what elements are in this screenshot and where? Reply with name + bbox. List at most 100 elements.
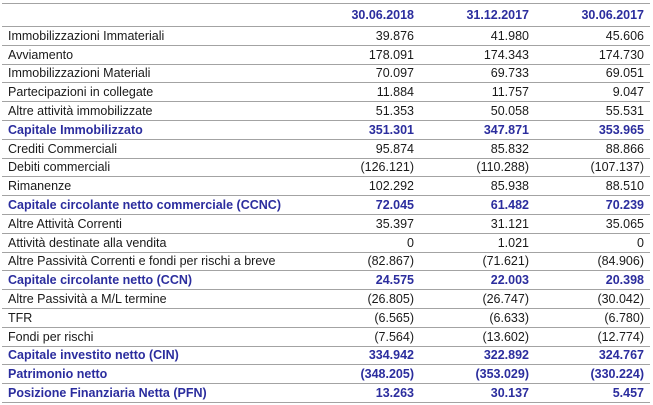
row-value: 41.980	[420, 26, 535, 46]
row-value: 50.058	[420, 101, 535, 121]
row-value: 22.003	[420, 270, 535, 291]
row-label: Crediti Commerciali	[2, 139, 305, 159]
column-header-date-3: 30.06.2017	[535, 3, 650, 27]
row-value: 45.606	[535, 26, 650, 46]
row-label: Debiti commerciali	[2, 158, 305, 178]
row-label: Immobilizzazioni Materiali	[2, 64, 305, 84]
row-value: 11.757	[420, 82, 535, 103]
table-row: Altre attività immobilizzate 51.353 50.058…	[2, 101, 650, 121]
row-value: 35.065	[535, 214, 650, 234]
row-value: 20.398	[535, 270, 650, 291]
row-value: (84.906)	[535, 252, 650, 272]
table-row: Avviamento 178.091 174.343 174.730	[2, 45, 650, 65]
row-label: Avviamento	[2, 45, 305, 65]
table-row: Altre Passività a M/L termine (26.805) (26…	[2, 289, 650, 309]
table-row: Patrimonio netto (348.205) (353.029) (330.2…	[2, 364, 650, 385]
table-row: Attività destinate alla vendita 0 1.021 0	[2, 233, 650, 253]
row-value: 69.051	[535, 64, 650, 84]
row-value: 51.353	[305, 101, 420, 121]
financial-position-table: 30.06.2018 31.12.2017 30.06.2017 Immobil…	[2, 3, 650, 403]
column-header-date-1: 30.06.2018	[305, 3, 420, 27]
row-value: (12.774)	[535, 327, 650, 347]
table-row: Capitale circolante netto (CCN) 24.575 22.…	[2, 270, 650, 291]
row-value: 353.965	[535, 120, 650, 140]
table-row: Immobilizzazioni Materiali 70.097 69.733 69…	[2, 64, 650, 84]
row-value: (110.288)	[420, 158, 535, 178]
row-label: Immobilizzazioni Immateriali	[2, 26, 305, 46]
row-value: 69.733	[420, 64, 535, 84]
row-value: 70.097	[305, 64, 420, 84]
table-row: Altre Passività Correnti e fondi per ris…	[2, 252, 650, 272]
row-value: 61.482	[420, 195, 535, 215]
row-value: (330.224)	[535, 364, 650, 385]
row-value: (30.042)	[535, 289, 650, 309]
row-value: (13.602)	[420, 327, 535, 347]
row-label: Altre Passività a M/L termine	[2, 289, 305, 309]
row-label: Attività destinate alla vendita	[2, 233, 305, 253]
row-value: (71.621)	[420, 252, 535, 272]
row-value: 5.457	[535, 383, 650, 403]
row-value: 351.301	[305, 120, 420, 140]
row-value: 31.121	[420, 214, 535, 234]
table-row: Immobilizzazioni Immateriali 39.876 41.980…	[2, 26, 650, 46]
row-label: Altre Attività Correnti	[2, 214, 305, 234]
row-value: (7.564)	[305, 327, 420, 347]
row-value: 9.047	[535, 82, 650, 103]
row-label: Patrimonio netto	[2, 364, 305, 385]
table-row: TFR (6.565) (6.633) (6.780)	[2, 308, 650, 328]
table-row: Posizione Finanziaria Netta (PFN) 13.263 3…	[2, 383, 650, 403]
column-header-date-2: 31.12.2017	[420, 3, 535, 27]
row-label: Capitale circolante netto (CCN)	[2, 270, 305, 291]
row-value: (353.029)	[420, 364, 535, 385]
row-value: (26.805)	[305, 289, 420, 309]
row-value: 174.343	[420, 45, 535, 65]
table-row: Capitale Immobilizzato 351.301 347.871 353.…	[2, 120, 650, 140]
row-value: (107.137)	[535, 158, 650, 178]
table-row: Rimanenze 102.292 85.938 88.510	[2, 176, 650, 197]
row-value: 174.730	[535, 45, 650, 65]
row-value: 88.510	[535, 176, 650, 197]
row-value: 95.874	[305, 139, 420, 159]
row-value: (348.205)	[305, 364, 420, 385]
row-value: 102.292	[305, 176, 420, 197]
row-value: 347.871	[420, 120, 535, 140]
row-label: Posizione Finanziaria Netta (PFN)	[2, 383, 305, 403]
row-label: TFR	[2, 308, 305, 328]
row-value: (6.565)	[305, 308, 420, 328]
row-value: 55.531	[535, 101, 650, 121]
row-label: Capitale circolante netto commerciale (C…	[2, 195, 305, 215]
row-value: 88.866	[535, 139, 650, 159]
row-value: 334.942	[305, 346, 420, 366]
row-value: 178.091	[305, 45, 420, 65]
row-value: 11.884	[305, 82, 420, 103]
row-value: 85.832	[420, 139, 535, 159]
row-value: (126.121)	[305, 158, 420, 178]
row-label: Altre attività immobilizzate	[2, 101, 305, 121]
row-label: Capitale investito netto (CIN)	[2, 346, 305, 366]
row-label: Fondi per rischi	[2, 327, 305, 347]
row-value: 322.892	[420, 346, 535, 366]
row-value: 24.575	[305, 270, 420, 291]
header-row: 30.06.2018 31.12.2017 30.06.2017	[2, 3, 650, 27]
table-row: Capitale circolante netto commerciale (C…	[2, 195, 650, 215]
table-body: Immobilizzazioni Immateriali 39.876 41.980…	[2, 26, 650, 403]
row-value: 30.137	[420, 383, 535, 403]
row-value: (26.747)	[420, 289, 535, 309]
table-row: Altre Attività Correnti 35.397 31.121 35.06…	[2, 214, 650, 234]
row-label: Capitale Immobilizzato	[2, 120, 305, 140]
row-value: 70.239	[535, 195, 650, 215]
row-value: 1.021	[420, 233, 535, 253]
row-value: (6.633)	[420, 308, 535, 328]
row-value: 35.397	[305, 214, 420, 234]
row-value: (82.867)	[305, 252, 420, 272]
table-row: Fondi per rischi (7.564) (13.602) (12.774)	[2, 327, 650, 347]
row-label: Altre Passività Correnti e fondi per ris…	[2, 252, 305, 272]
row-label: Rimanenze	[2, 176, 305, 197]
row-label: Partecipazioni in collegate	[2, 82, 305, 103]
row-value: 13.263	[305, 383, 420, 403]
header-empty-cell	[2, 3, 305, 27]
row-value: 0	[535, 233, 650, 253]
row-value: 324.767	[535, 346, 650, 366]
row-value: 72.045	[305, 195, 420, 215]
row-value: 39.876	[305, 26, 420, 46]
